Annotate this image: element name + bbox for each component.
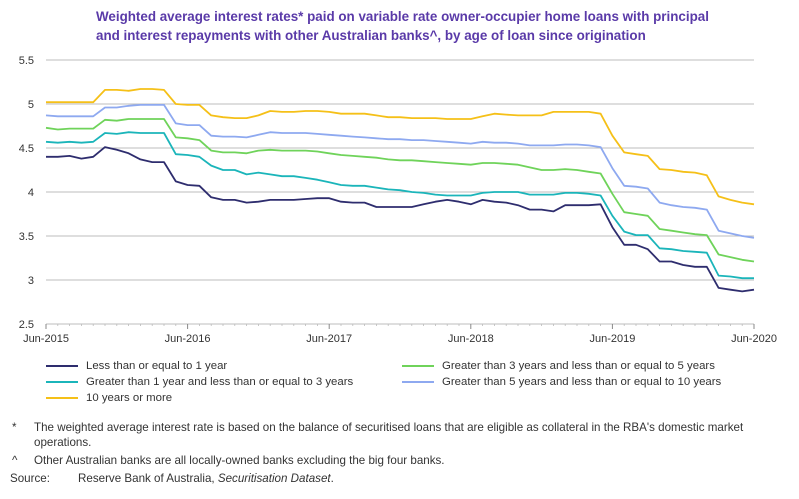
legend-item: Greater than 3 years and less than or eq… <box>402 358 721 374</box>
source-end: . <box>330 472 334 485</box>
series-line-5 <box>45 104 755 239</box>
legend-swatch <box>46 365 78 367</box>
x-tick-label: Jun-2018 <box>448 333 494 345</box>
chart-title: Weighted average interest rates* paid on… <box>96 7 786 45</box>
legend-item: Greater than 1 year and less than or equ… <box>46 374 353 390</box>
source-line: Source: Reserve Bank of Australia, Securi… <box>10 471 799 486</box>
legend-swatch <box>46 397 78 399</box>
series-line-3 <box>46 88 755 206</box>
source-text: Reserve Bank of Australia, <box>78 472 218 485</box>
x-tick-label: Jun-2019 <box>589 333 635 345</box>
footnote-text: The weighted average interest rate is ba… <box>34 421 744 449</box>
y-tick-label: 4 <box>28 187 34 199</box>
legend-label: Less than or equal to 1 year <box>86 360 228 372</box>
y-tick-label: 3.5 <box>19 231 34 243</box>
source-label: Source: <box>10 472 50 485</box>
series-line-1 <box>46 146 755 293</box>
y-tick-label: 5 <box>28 99 34 111</box>
legend-label: Greater than 3 years and less than or eq… <box>442 360 715 372</box>
footnote-text: Other Australian banks are all locally-o… <box>34 454 445 467</box>
x-tick-label: Jun-2017 <box>306 333 352 345</box>
series-line-2 <box>45 131 754 280</box>
legend-label: 10 years or more <box>86 392 173 404</box>
legend-item: Less than or equal to 1 year <box>46 358 353 374</box>
footnote-mark: ^ <box>12 454 18 467</box>
y-tick-label: 3 <box>28 275 34 287</box>
x-tick-label: Jun-2016 <box>165 333 211 345</box>
legend-item: 10 years or more <box>46 390 353 406</box>
legend-swatch <box>402 365 434 367</box>
legend-swatch <box>402 381 434 383</box>
legend-label: Greater than 1 year and less than or equ… <box>86 376 354 388</box>
legend-item: Greater than 5 years and less than or eq… <box>402 374 721 390</box>
legend-swatch <box>46 381 78 383</box>
legend-right-column: Greater than 3 years and less than or eq… <box>402 358 721 390</box>
chart-title-line-1: Weighted average interest rates* paid on… <box>96 9 709 24</box>
footnotes: * The weighted average interest rate is … <box>10 420 799 486</box>
footnote-asterisk: * The weighted average interest rate is … <box>10 420 799 450</box>
chart-title-line-2: and interest repayments with other Austr… <box>96 28 646 43</box>
series-line-4 <box>45 118 755 263</box>
footnote-caret: ^ Other Australian banks are all locally… <box>10 453 799 468</box>
y-tick-label: 4.5 <box>19 143 34 155</box>
footnote-mark: * <box>12 421 17 434</box>
y-tick-label: 5.5 <box>19 55 34 67</box>
legend-left-column: Less than or equal to 1 year Greater than… <box>46 358 353 406</box>
x-tick-label: Jun-2015 <box>23 333 69 345</box>
source-dataset-name: Securitisation Dataset <box>217 472 331 485</box>
legend-label: Greater than 5 years and less than or eq… <box>442 376 722 388</box>
x-tick-label: Jun-2020 <box>731 333 777 345</box>
y-tick-label: 2.5 <box>19 319 34 331</box>
